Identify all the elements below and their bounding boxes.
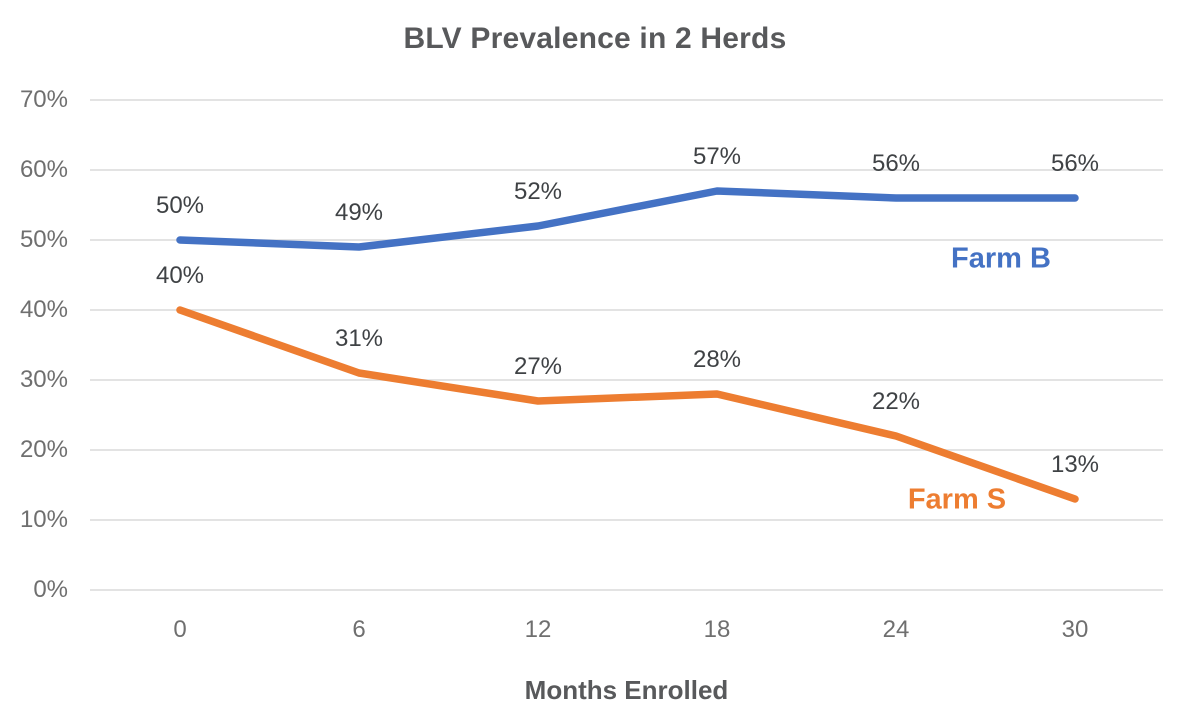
x-axis-tick-label: 0	[173, 616, 187, 643]
x-axis-tick-label: 18	[703, 616, 731, 643]
y-axis-tick-label: 30%	[19, 366, 68, 393]
data-label: 57%	[692, 143, 742, 170]
data-label: 52%	[513, 178, 563, 205]
data-label: 27%	[513, 353, 563, 380]
x-axis-title: Months Enrolled	[524, 675, 729, 705]
series-label-farm-b: Farm B	[951, 242, 1051, 275]
y-axis-tick-label: 50%	[19, 226, 68, 253]
y-axis-tick-label: 70%	[19, 86, 68, 113]
x-axis-tick-label: 6	[352, 616, 366, 643]
x-axis-tick-label: 12	[524, 616, 552, 643]
data-label: 56%	[1050, 150, 1100, 177]
data-label: 56%	[871, 150, 921, 177]
chart-title: BLV Prevalence in 2 Herds	[403, 22, 787, 55]
series-line-farm-s	[176, 306, 1079, 503]
data-label: 40%	[155, 262, 205, 289]
x-axis-tick-label: 30	[1061, 616, 1089, 643]
data-label: 50%	[155, 192, 205, 219]
x-axis-tick-label: 24	[882, 616, 910, 643]
y-axis-tick-label: 10%	[19, 506, 68, 533]
data-label: 31%	[334, 325, 384, 352]
y-axis-tick-label: 20%	[19, 436, 68, 463]
series-line-farm-b	[176, 187, 1079, 251]
data-label: 49%	[334, 199, 384, 226]
data-label: 22%	[871, 388, 921, 415]
y-axis-tick-label: 60%	[19, 156, 68, 183]
data-label: 28%	[692, 346, 742, 373]
data-label: 13%	[1050, 451, 1100, 478]
y-axis-tick-label: 40%	[19, 296, 68, 323]
y-axis-tick-label: 0%	[33, 576, 68, 603]
series-label-farm-s: Farm S	[907, 483, 1007, 516]
